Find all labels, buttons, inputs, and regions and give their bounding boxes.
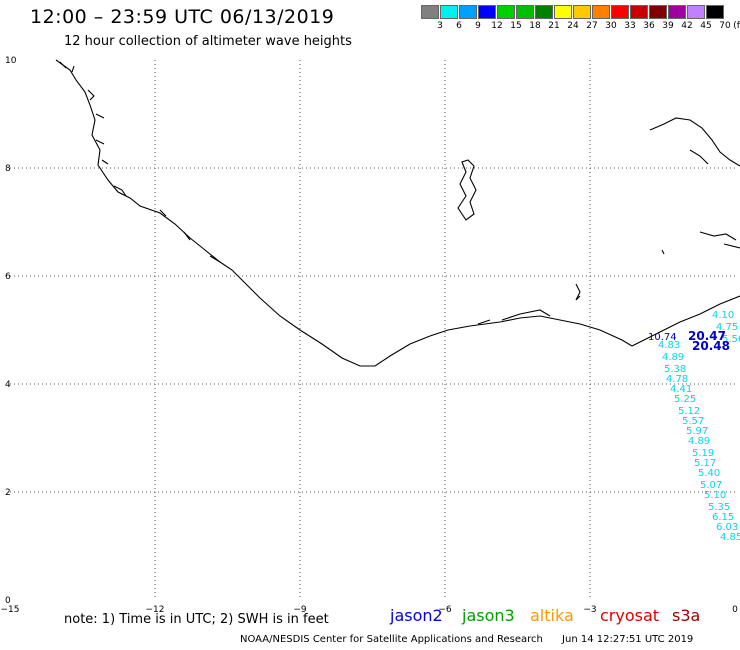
legend-swatch [687, 5, 705, 19]
legend-swatch [516, 5, 534, 19]
coastline-fragments [477, 309, 551, 325]
legend-label: 45 [700, 21, 712, 31]
x-tick-label: −3 [583, 605, 596, 615]
legend-swatches [421, 5, 725, 19]
y-tick-label: 4 [5, 380, 11, 390]
wave-height-reading: 5.25 [674, 394, 696, 405]
wave-height-reading: 5.12 [678, 406, 700, 417]
satellite-label-jason3: jason3 [462, 606, 515, 625]
legend-unit: (ft) [733, 21, 740, 31]
wave-height-reading: 5.40 [698, 468, 720, 479]
wave-height-reading: 4.85 [720, 532, 740, 543]
y-tick-label: 0 [5, 596, 11, 606]
map-grid [10, 60, 735, 600]
legend-swatch [440, 5, 458, 19]
legend-label: 24 [567, 21, 579, 31]
wave-height-reading: 5.38 [664, 364, 686, 375]
wave-height-reading: 6.15 [712, 512, 734, 523]
wave-height-reading: 5.19 [692, 448, 714, 459]
axis-labels: −15 −12 −9 −6 −3 0 0 2 4 6 8 10 [1, 56, 739, 615]
x-tick-label: 0 [732, 605, 738, 615]
footer-timestamp: Jun 14 12:27:51 UTC 2019 [562, 634, 694, 645]
map-title: 12:00 – 23:59 UTC 06/13/2019 [30, 6, 335, 28]
legend-swatch [497, 5, 515, 19]
legend-label: 39 [662, 21, 674, 31]
x-tick-label: −12 [146, 605, 165, 615]
legend-label: 18 [529, 21, 541, 31]
wave-height-reading-jason2: 20.48 [692, 339, 730, 353]
x-tick-label: −6 [438, 605, 452, 615]
wave-height-reading: 5.56 [722, 334, 740, 345]
legend-label: 36 [643, 21, 655, 31]
wave-height-reading-jason2: 10.74 [648, 332, 677, 343]
island-outline [575, 283, 581, 301]
legend-label: 21 [548, 21, 560, 31]
wave-height-reading: 5.57 [682, 416, 704, 427]
wave-height-reading: 5.17 [694, 458, 716, 469]
legend-swatch [706, 5, 724, 19]
x-tick-label: −9 [293, 605, 307, 615]
lake-outline [457, 159, 477, 221]
wave-height-reading: 5.35 [708, 502, 730, 513]
legend-label: 6 [456, 21, 462, 31]
wave-height-reading: 4.89 [688, 436, 710, 447]
note-text: note: 1) Time is in UTC; 2) SWH is in fe… [64, 612, 329, 627]
wave-height-reading: 5.10 [704, 490, 726, 501]
altimeter-readings: 4.104.755.564.834.895.384.784.415.255.12… [648, 310, 740, 543]
legend-swatch [459, 5, 477, 19]
wave-height-reading: 4.89 [662, 352, 684, 363]
satellite-label-s3a: s3a [672, 606, 701, 625]
coastline [55, 59, 740, 367]
legend-swatch [554, 5, 572, 19]
footer: NOAA/NESDIS Center for Satellite Applica… [240, 634, 693, 645]
map-subtitle: 12 hour collection of altimeter wave hei… [64, 34, 352, 49]
legend-swatch [630, 5, 648, 19]
satellite-label-altika: altika [530, 606, 574, 625]
legend-swatch [573, 5, 591, 19]
y-tick-label: 10 [5, 56, 17, 66]
legend-label: 12 [491, 21, 503, 31]
wave-height-reading: 5.97 [686, 426, 708, 437]
footer-credit: NOAA/NESDIS Center for Satellite Applica… [240, 634, 543, 645]
y-tick-label: 6 [5, 272, 11, 282]
legend-swatch [421, 5, 439, 19]
wave-height-reading-jason2: 20.47 [688, 329, 726, 343]
legend-label: 3 [437, 21, 443, 31]
satellite-label-cryosat: cryosat [600, 606, 660, 625]
wave-height-reading: 6.03 [716, 522, 738, 533]
satellite-label-jason2: jason2 [390, 606, 443, 625]
legend-label: 33 [624, 21, 636, 31]
coastline-inlet [59, 61, 221, 263]
legend-swatch [592, 5, 610, 19]
ne-coastline [649, 117, 740, 255]
legend-label: 9 [475, 21, 481, 31]
legend-swatch [535, 5, 553, 19]
legend-label: 42 [681, 21, 693, 31]
legend-swatch [478, 5, 496, 19]
wave-height-reading: 5.07 [700, 480, 722, 491]
wave-height-reading: 4.83 [658, 340, 680, 351]
coastline-main [55, 59, 740, 367]
wave-height-reading: 4.41 [670, 384, 692, 395]
y-tick-label: 2 [5, 488, 11, 498]
legend-label: 70 [719, 21, 731, 31]
legend-label: 30 [605, 21, 617, 31]
legend-swatch [611, 5, 629, 19]
x-tick-label: −15 [1, 605, 20, 615]
legend-label: 15 [510, 21, 522, 31]
legend-label: 27 [586, 21, 598, 31]
wave-height-reading: 4.75 [716, 322, 738, 333]
legend-swatch [649, 5, 667, 19]
legend-swatch [668, 5, 686, 19]
wave-height-reading: 4.10 [712, 310, 734, 321]
y-tick-label: 8 [5, 164, 11, 174]
wave-height-reading: 4.78 [666, 374, 688, 385]
